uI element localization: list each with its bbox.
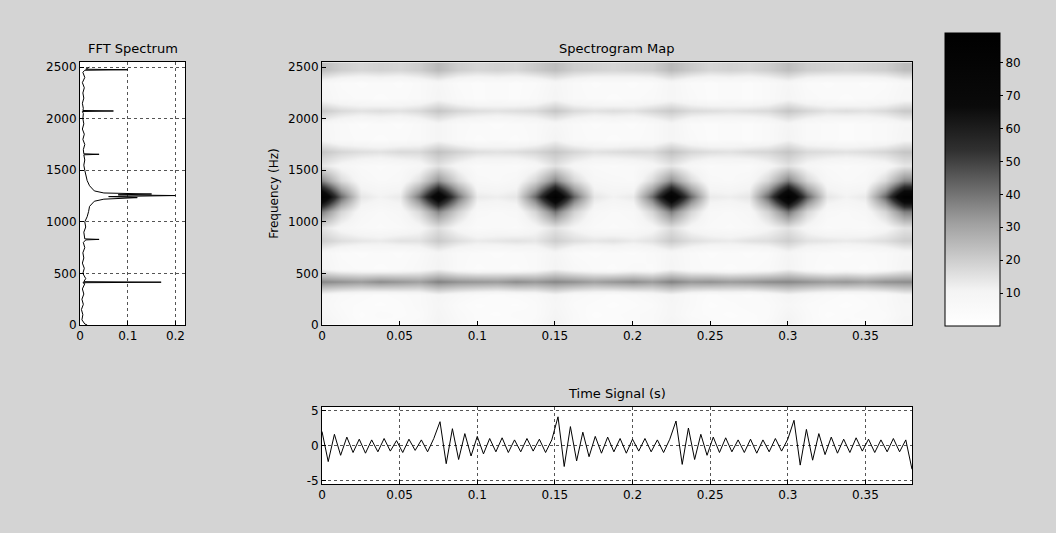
svg-text:0: 0 xyxy=(318,329,326,343)
svg-text:0.35: 0.35 xyxy=(852,329,879,343)
svg-text:0: 0 xyxy=(69,318,77,332)
svg-text:30: 30 xyxy=(1005,220,1020,234)
svg-text:0.2: 0.2 xyxy=(623,488,642,502)
svg-text:70: 70 xyxy=(1005,89,1020,103)
svg-text:2000: 2000 xyxy=(46,112,77,126)
svg-text:Time Signal (s): Time Signal (s) xyxy=(568,386,666,401)
svg-text:10: 10 xyxy=(1005,286,1020,300)
svg-text:0.1: 0.1 xyxy=(468,329,487,343)
svg-text:0.15: 0.15 xyxy=(542,329,569,343)
svg-text:FFT Spectrum: FFT Spectrum xyxy=(88,41,178,56)
svg-text:0.1: 0.1 xyxy=(468,488,487,502)
svg-text:0: 0 xyxy=(76,329,84,343)
svg-text:40: 40 xyxy=(1005,188,1020,202)
svg-text:-5: -5 xyxy=(307,474,319,488)
svg-text:1000: 1000 xyxy=(288,215,319,229)
svg-text:80: 80 xyxy=(1005,56,1020,70)
svg-text:500: 500 xyxy=(54,267,77,281)
svg-text:0: 0 xyxy=(318,488,326,502)
svg-text:1000: 1000 xyxy=(46,215,77,229)
svg-text:0.25: 0.25 xyxy=(697,329,724,343)
svg-text:2500: 2500 xyxy=(288,60,319,74)
svg-text:Frequency (Hz): Frequency (Hz) xyxy=(267,148,281,239)
svg-text:0: 0 xyxy=(311,318,319,332)
svg-text:0.15: 0.15 xyxy=(542,488,569,502)
svg-text:50: 50 xyxy=(1005,155,1020,169)
svg-text:0.05: 0.05 xyxy=(386,329,413,343)
svg-text:20: 20 xyxy=(1005,253,1020,267)
svg-text:0.3: 0.3 xyxy=(778,329,797,343)
svg-text:500: 500 xyxy=(296,267,319,281)
svg-text:2500: 2500 xyxy=(46,60,77,74)
svg-text:0.1: 0.1 xyxy=(118,329,137,343)
svg-text:0.05: 0.05 xyxy=(386,488,413,502)
svg-text:60: 60 xyxy=(1005,122,1020,136)
svg-text:5: 5 xyxy=(311,404,319,418)
svg-text:1500: 1500 xyxy=(288,163,319,177)
svg-text:0.25: 0.25 xyxy=(697,488,724,502)
svg-text:0.2: 0.2 xyxy=(623,329,642,343)
svg-text:0.2: 0.2 xyxy=(166,329,185,343)
svg-text:2000: 2000 xyxy=(288,112,319,126)
svg-text:0.35: 0.35 xyxy=(852,488,879,502)
svg-text:0.3: 0.3 xyxy=(778,488,797,502)
svg-text:Spectrogram Map: Spectrogram Map xyxy=(559,41,675,56)
svg-text:1500: 1500 xyxy=(46,163,77,177)
svg-text:0: 0 xyxy=(311,439,319,453)
